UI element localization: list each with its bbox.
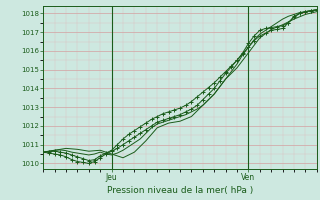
X-axis label: Pression niveau de la mer( hPa ): Pression niveau de la mer( hPa ) [107,186,253,195]
